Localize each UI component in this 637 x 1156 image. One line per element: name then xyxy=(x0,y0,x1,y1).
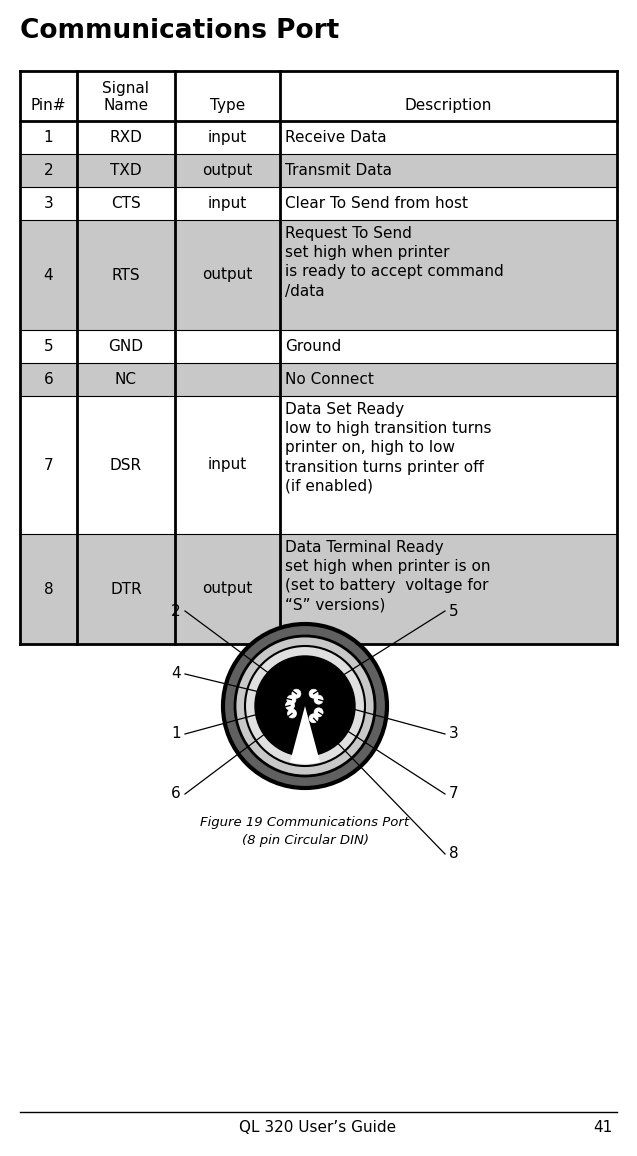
Text: Pin#: Pin# xyxy=(31,98,66,113)
Circle shape xyxy=(309,689,318,698)
Text: 3: 3 xyxy=(449,726,459,741)
Wedge shape xyxy=(290,706,320,764)
Text: Receive Data: Receive Data xyxy=(285,129,386,144)
Text: 4: 4 xyxy=(43,267,53,282)
Text: Description: Description xyxy=(404,98,492,113)
Text: 8: 8 xyxy=(449,846,459,861)
Text: 7: 7 xyxy=(43,458,53,473)
Circle shape xyxy=(287,695,296,704)
Text: input: input xyxy=(208,129,247,144)
Text: DTR: DTR xyxy=(110,581,142,596)
Text: 5: 5 xyxy=(43,339,53,354)
Text: input: input xyxy=(208,197,247,212)
Text: 1: 1 xyxy=(43,129,53,144)
Text: output: output xyxy=(203,163,253,178)
Text: No Connect: No Connect xyxy=(285,372,373,387)
Text: output: output xyxy=(203,267,253,282)
Text: QL 320 User’s Guide: QL 320 User’s Guide xyxy=(240,1120,397,1135)
Circle shape xyxy=(245,646,365,766)
Text: Data Terminal Ready
set high when printer is on
(set to battery  voltage for
“S”: Data Terminal Ready set high when printe… xyxy=(285,540,490,613)
Text: Clear To Send from host: Clear To Send from host xyxy=(285,197,468,212)
Text: 4: 4 xyxy=(171,667,181,682)
Text: 3: 3 xyxy=(43,197,54,212)
Text: GND: GND xyxy=(108,339,143,354)
Text: TXD: TXD xyxy=(110,163,142,178)
Bar xyxy=(20,154,617,187)
Circle shape xyxy=(285,701,294,710)
Text: 1: 1 xyxy=(171,726,181,741)
Text: output: output xyxy=(203,581,253,596)
Bar xyxy=(20,534,617,644)
Text: RXD: RXD xyxy=(110,129,143,144)
Circle shape xyxy=(255,655,355,756)
Text: 2: 2 xyxy=(43,163,53,178)
Text: input: input xyxy=(208,458,247,473)
Text: 8: 8 xyxy=(43,581,53,596)
Text: Figure 19 Communications Port: Figure 19 Communications Port xyxy=(201,816,410,829)
Text: Data Set Ready
low to high transition turns
printer on, high to low
transition t: Data Set Ready low to high transition tu… xyxy=(285,402,491,494)
Text: 6: 6 xyxy=(171,786,181,801)
Text: Transmit Data: Transmit Data xyxy=(285,163,392,178)
Circle shape xyxy=(235,636,375,776)
Text: 7: 7 xyxy=(449,786,459,801)
Text: 6: 6 xyxy=(43,372,54,387)
Bar xyxy=(20,363,617,397)
Text: Name: Name xyxy=(103,98,148,113)
Text: 5: 5 xyxy=(449,603,459,618)
Circle shape xyxy=(309,713,318,722)
Text: CTS: CTS xyxy=(111,197,141,212)
Text: DSR: DSR xyxy=(110,458,142,473)
Text: Communications Port: Communications Port xyxy=(20,18,340,44)
Text: (8 pin Circular DIN): (8 pin Circular DIN) xyxy=(241,833,368,847)
Circle shape xyxy=(292,689,301,698)
Circle shape xyxy=(314,707,323,717)
Text: Signal: Signal xyxy=(103,81,150,96)
Text: Type: Type xyxy=(210,98,245,113)
Circle shape xyxy=(223,624,387,788)
Text: 2: 2 xyxy=(171,603,181,618)
Text: Ground: Ground xyxy=(285,339,341,354)
Text: Request To Send
set high when printer
is ready to accept command
/data: Request To Send set high when printer is… xyxy=(285,227,503,298)
Text: RTS: RTS xyxy=(111,267,140,282)
Text: 41: 41 xyxy=(593,1120,612,1135)
Circle shape xyxy=(287,709,296,718)
Text: NC: NC xyxy=(115,372,137,387)
Circle shape xyxy=(314,695,323,704)
Bar xyxy=(20,220,617,329)
